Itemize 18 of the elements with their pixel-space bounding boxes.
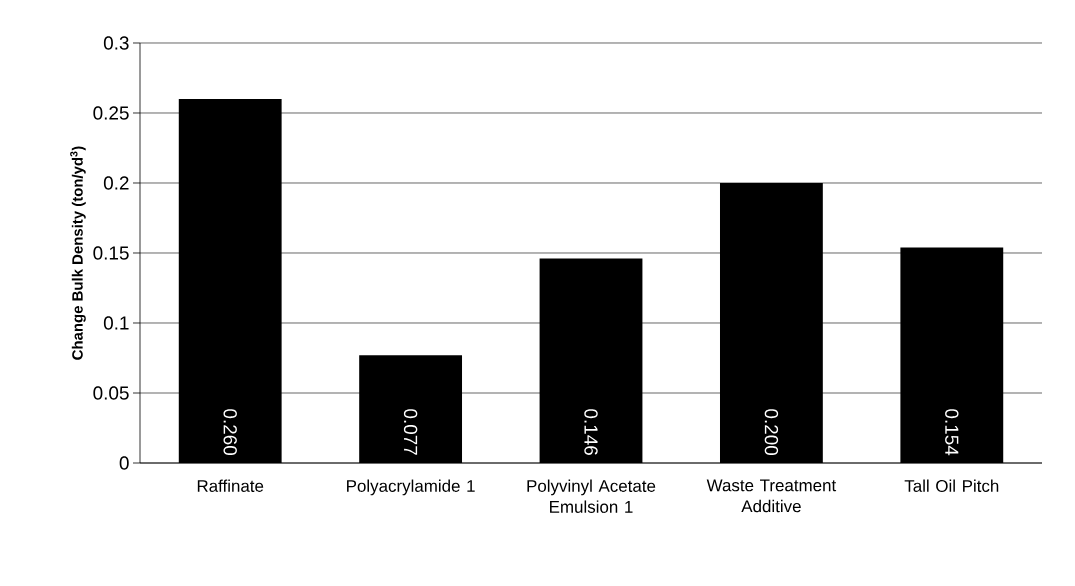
y-axis-title: Change Bulk Density (ton/yd$^{3}$) xyxy=(70,146,86,360)
x-tick-label: Polyacrylamide 1 xyxy=(347,479,475,496)
x-tick-label: Waste Treatment Additive xyxy=(706,479,837,513)
x-tick-label: Raffinate xyxy=(197,479,264,492)
y-tick-label: 0.05 xyxy=(93,386,129,400)
x-tick-label: Polyvinyl Acetate Emulsion 1 xyxy=(527,479,656,513)
y-tick-label: 0.25 xyxy=(93,106,129,120)
y-tick-label: 0 xyxy=(119,456,129,470)
y-tick-label: 0.3 xyxy=(103,36,129,50)
data-label: 0.146 xyxy=(584,409,598,455)
data-label: 0.154 xyxy=(945,409,959,456)
data-label: 0.077 xyxy=(403,409,418,455)
y-tick-label: 0.1 xyxy=(103,316,129,330)
x-tick-label: Tall Oil Pitch xyxy=(904,479,999,492)
y-tick-label: 0.2 xyxy=(103,176,129,190)
data-label: 0.260 xyxy=(223,409,237,456)
y-tick-label: 0.15 xyxy=(93,246,129,260)
data-label: 0.200 xyxy=(764,409,779,456)
